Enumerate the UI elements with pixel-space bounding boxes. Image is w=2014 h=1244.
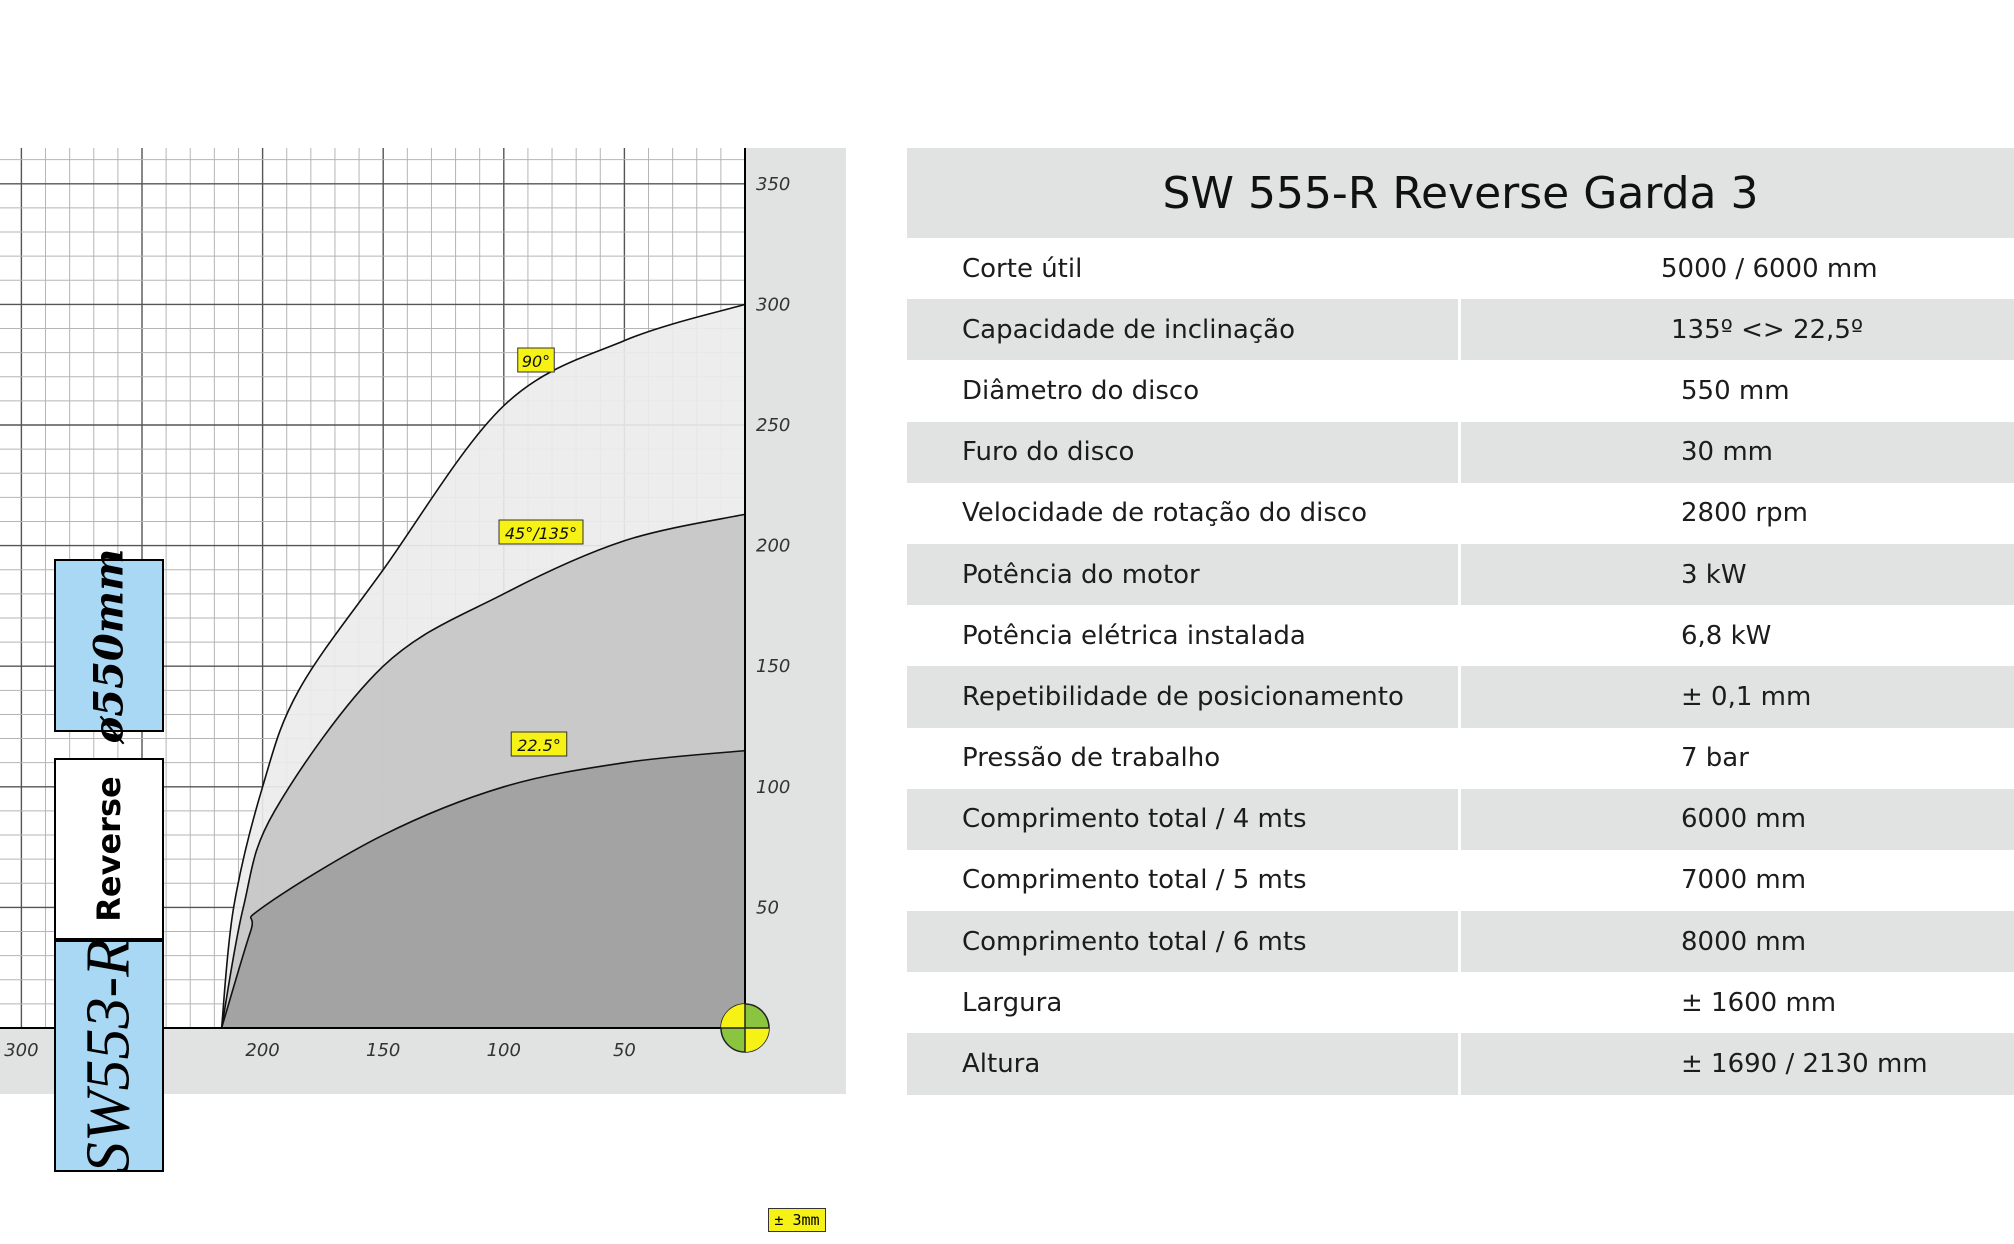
curve-label-text: 45°/135° [505, 524, 577, 543]
spec-value: 6,8 kW [1681, 620, 1772, 651]
spec-rows: Corte útil 5000 / 6000 mm Capacidade de in… [907, 238, 2014, 1095]
series-line-0 [220, 303, 746, 1029]
curve-label-box [498, 519, 584, 545]
x-tick-label: 100 [487, 1040, 521, 1061]
y-tick-label: 50 [756, 897, 779, 918]
spec-label: Largura [962, 987, 1063, 1018]
spec-row: Repetibilidade de posicionamento ± 0,1 mm [907, 666, 2014, 728]
spec-value: ± 0,1 mm [1681, 681, 1812, 712]
spec-label: Comprimento total / 5 mts [962, 865, 1307, 896]
spec-row: Furo do disco 30 mm [907, 421, 2014, 483]
spec-value: 6000 mm [1681, 804, 1807, 835]
spec-value: 2800 rpm [1681, 498, 1808, 529]
spec-label: Capacidade de inclinação [907, 299, 1461, 361]
spec-table-title: SW 555-R Reverse Garda 3 [907, 148, 2014, 238]
spec-table: SW 555-R Reverse Garda 3 Corte útil 5000 … [907, 148, 2014, 1095]
curve-label-text: 90° [522, 352, 550, 371]
spec-value: 7 bar [1681, 743, 1749, 774]
spec-label: Velocidade de rotação do disco [962, 498, 1368, 529]
curve-label-0: 90° [517, 347, 555, 373]
x-tick-label: 50 [613, 1040, 636, 1061]
spec-row: Comprimento total / 5 mts 7000 mm [907, 850, 2014, 911]
origin-marker-icon [720, 1003, 770, 1053]
diameter-label: ø550mm [85, 548, 133, 743]
area-fill-series-2 [221, 750, 745, 1028]
tick-labels: 3002502001501005035030025020015010050 [4, 174, 790, 1061]
x-tick-label: 200 [245, 1040, 279, 1061]
spec-row: Corte útil 5000 / 6000 mm [907, 238, 2014, 299]
y-tick-label: 350 [756, 174, 790, 195]
spec-value: ± 1600 mm [1681, 987, 1837, 1018]
area-fills [221, 304, 745, 1028]
y-tick-label: 250 [756, 415, 790, 436]
spec-label: Pressão de trabalho [962, 743, 1221, 774]
spec-value: 30 mm [1681, 437, 1774, 468]
curve-label-2: 22.5° [510, 731, 568, 757]
tolerance-label: ± 3mm [768, 1208, 826, 1232]
x-tick-label: 150 [366, 1040, 400, 1061]
model-box: SW553-R [54, 940, 164, 1172]
spec-row: Comprimento total / 4 mts 6000 mm [907, 788, 2014, 850]
spec-row: Potência elétrica instalada 6,8 kW [907, 605, 2014, 666]
y-tick-label: 100 [756, 777, 790, 798]
curve-labels: 90° 45°/135° 22.5° [498, 347, 584, 757]
spec-row: Capacidade de inclinação 135º <> 22,5º [907, 299, 2014, 361]
series-line-2 [220, 749, 746, 1029]
x-tick-label: 300 [4, 1040, 38, 1061]
curve-label-text: 22.5° [517, 736, 561, 755]
spec-value: ± 1690 / 2130 mm [1681, 1049, 1928, 1080]
series-line-1 [220, 513, 746, 1029]
spec-row: Pressão de trabalho 7 bar [907, 728, 2014, 789]
model-label: SW553-R [74, 940, 143, 1172]
spec-value: 5000 / 6000 mm [1661, 253, 1878, 284]
spec-row: Velocidade de rotação do disco 2800 rpm [907, 483, 2014, 544]
y-tick-label: 200 [756, 536, 790, 557]
spec-label: Comprimento total / 6 mts [907, 911, 1461, 973]
reverse-label: Reverse [90, 776, 128, 922]
spec-value: 135º <> 22,5º [1671, 314, 1864, 345]
spec-label: Furo do disco [907, 421, 1461, 483]
spec-label: Comprimento total / 4 mts [907, 788, 1461, 850]
spec-label: Altura [907, 1033, 1461, 1095]
spec-label: Potência elétrica instalada [962, 620, 1306, 651]
spec-row: Altura ± 1690 / 2130 mm [907, 1033, 2014, 1095]
origin-quadrant [721, 1004, 745, 1028]
spec-row: Comprimento total / 6 mts 8000 mm [907, 911, 2014, 973]
y-tick-label: 300 [756, 294, 790, 315]
spec-value: 3 kW [1681, 559, 1747, 590]
series-curves [220, 303, 746, 1029]
spec-label: Corte útil [962, 253, 1083, 284]
reverse-box: Reverse [54, 758, 164, 940]
spec-value: 550 mm [1681, 375, 1790, 406]
diameter-box: ø550mm [54, 548, 164, 743]
curve-label-box [510, 731, 568, 757]
origin-quadrant [745, 1028, 769, 1052]
spec-label: Diâmetro do disco [962, 375, 1200, 406]
spec-value: 7000 mm [1681, 865, 1807, 896]
spec-value: 8000 mm [1681, 926, 1807, 957]
curve-label-1: 45°/135° [498, 519, 584, 545]
spec-row: Diâmetro do disco 550 mm [907, 360, 2014, 421]
curve-label-box [517, 347, 555, 373]
spec-label: Repetibilidade de posicionamento [907, 666, 1461, 728]
y-tick-label: 150 [756, 656, 790, 677]
cutting-capacity-chart: 3002502001501005035030025020015010050 90… [0, 148, 846, 1232]
spec-row: Potência do motor 3 kW [907, 543, 2014, 606]
chart-svg: 3002502001501005035030025020015010050 90… [0, 148, 790, 1061]
spec-label: Potência do motor [907, 543, 1461, 606]
spec-row: Largura ± 1600 mm [907, 972, 2014, 1033]
